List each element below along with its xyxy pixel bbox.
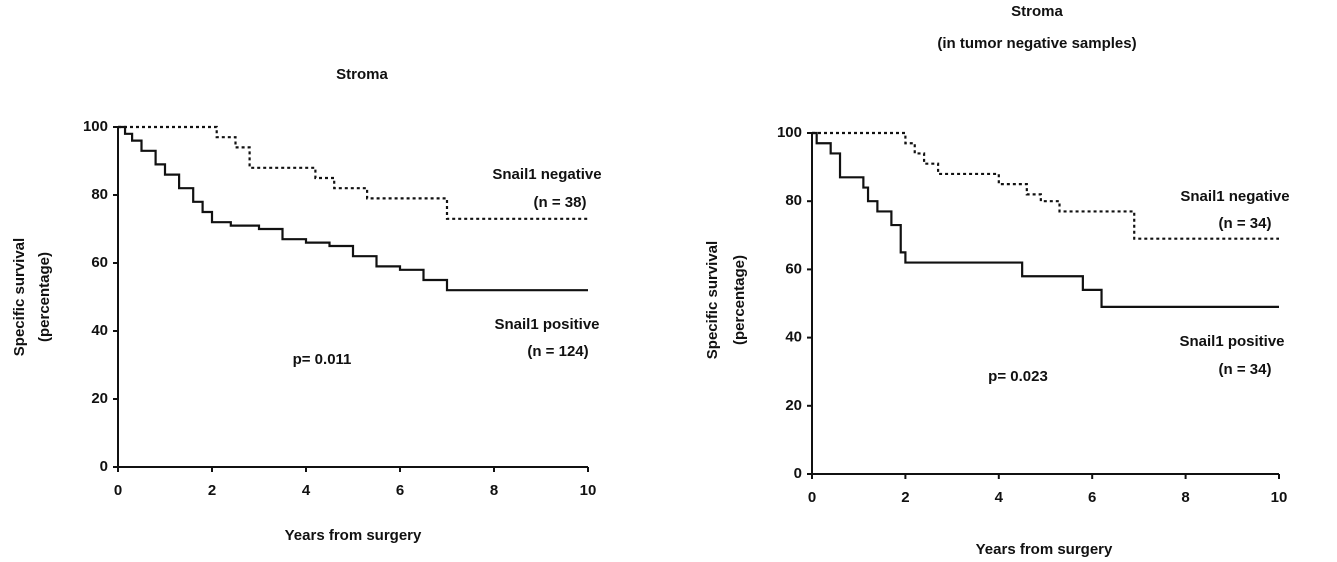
survival-curve [812, 131, 1279, 240]
p-value: p= 0.011 [293, 351, 352, 368]
y-tick-label: 0 [794, 465, 802, 482]
survival-curve [812, 131, 1279, 309]
legend-label: Snail1 negative [1180, 188, 1289, 205]
x-tick-label: 0 [114, 482, 122, 499]
x-tick-label: 0 [808, 489, 816, 506]
x-tick-label: 2 [901, 489, 909, 506]
legend-count: (n = 34) [1219, 361, 1272, 378]
x-tick-label: 6 [396, 482, 404, 499]
x-tick-label: 4 [302, 482, 311, 499]
chart-title: Stroma [336, 66, 388, 83]
y-axis-label: Specific survival [11, 238, 28, 356]
y-axis-label: (percentage) [36, 252, 53, 342]
x-tick-label: 2 [208, 482, 216, 499]
y-tick-label: 20 [785, 397, 802, 414]
x-axis-label: Years from surgery [285, 527, 422, 544]
legend-label: Snail1 negative [492, 166, 601, 183]
y-tick-label: 100 [777, 124, 802, 141]
p-value: p= 0.023 [988, 368, 1048, 385]
survival-curve [118, 125, 588, 292]
y-tick-label: 80 [785, 192, 802, 209]
y-tick-label: 60 [785, 260, 802, 277]
x-tick-label: 10 [580, 482, 597, 499]
y-tick-label: 80 [91, 186, 108, 203]
x-tick-label: 4 [995, 489, 1004, 506]
y-tick-label: 100 [83, 118, 108, 135]
x-axis-label: Years from surgery [976, 541, 1113, 558]
y-tick-label: 20 [91, 390, 108, 407]
legend-label: Snail1 positive [494, 316, 599, 333]
y-tick-label: 60 [91, 254, 108, 271]
x-tick-label: 8 [490, 482, 498, 499]
legend-count: (n = 34) [1219, 215, 1272, 232]
chart-subtitle: (in tumor negative samples) [937, 35, 1136, 52]
legend-count: (n = 124) [527, 343, 588, 360]
survival-curve [118, 125, 588, 220]
y-axis-label: Specific survival [704, 241, 721, 359]
y-tick-label: 40 [785, 329, 802, 346]
legend-label: Snail1 positive [1179, 333, 1284, 350]
x-tick-label: 10 [1271, 489, 1288, 506]
y-axis-label: (percentage) [731, 255, 748, 345]
x-tick-label: 6 [1088, 489, 1096, 506]
chart-title: Stroma [1011, 3, 1063, 20]
y-tick-label: 0 [100, 458, 108, 475]
y-tick-label: 40 [91, 322, 108, 339]
x-tick-label: 8 [1181, 489, 1189, 506]
legend-count: (n = 38) [534, 194, 587, 211]
